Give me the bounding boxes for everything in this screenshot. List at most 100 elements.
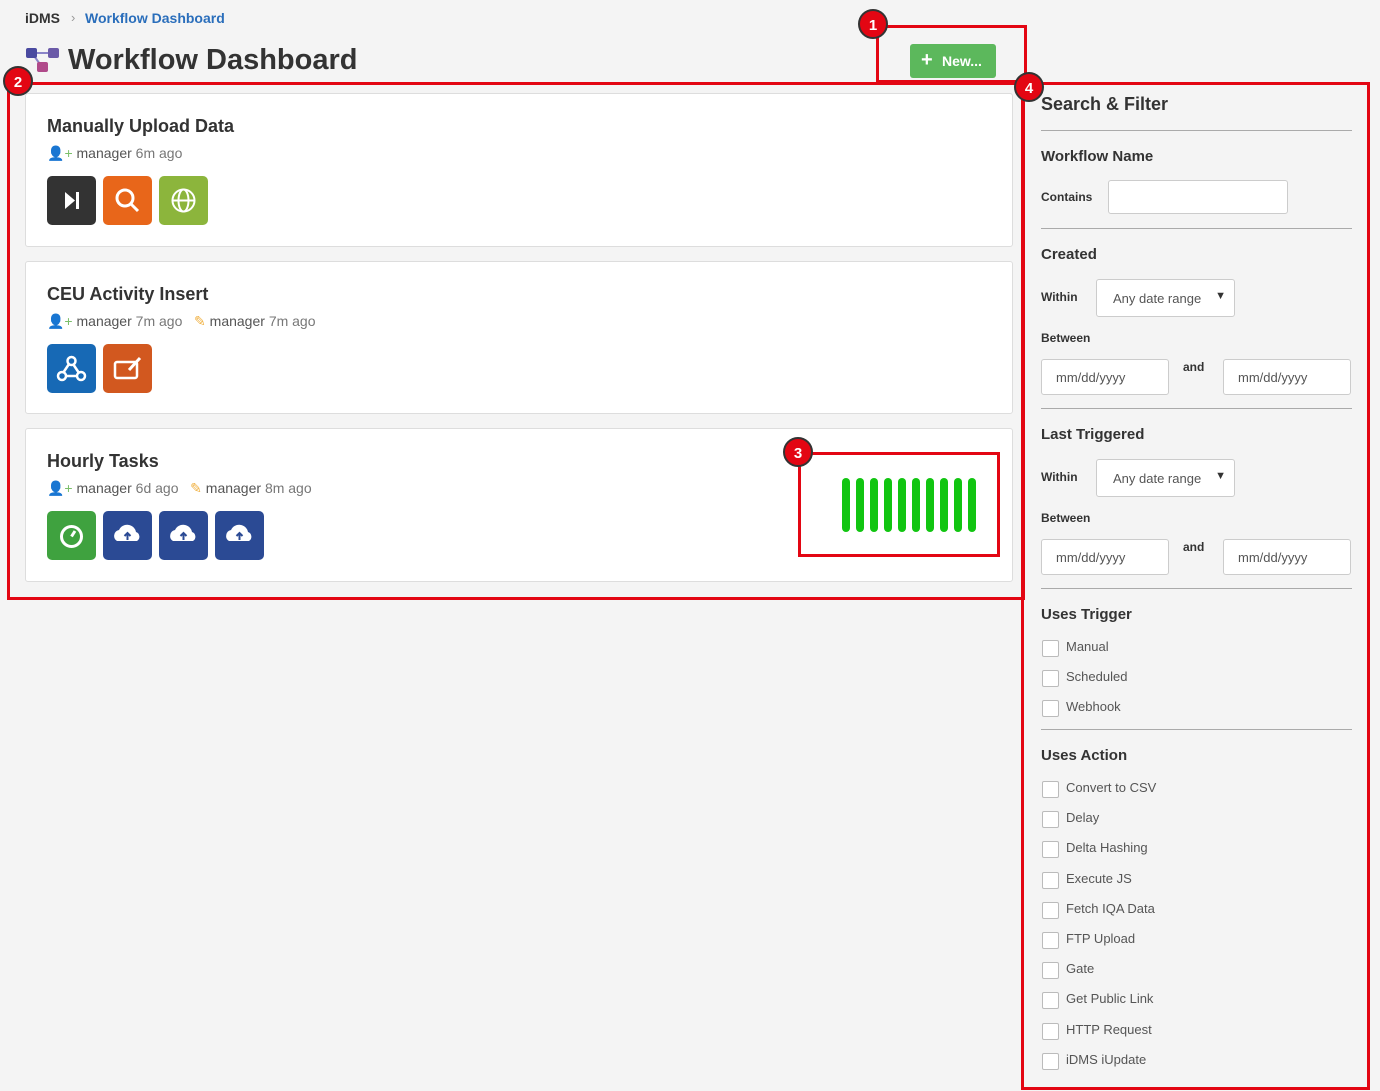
date-placeholder: mm/dd/yyyy (1056, 550, 1126, 565)
step-icon (159, 176, 208, 225)
checkbox[interactable] (1042, 781, 1059, 798)
new-button-label: New... (942, 53, 982, 69)
annotation-box (876, 25, 1027, 83)
date-input[interactable]: mm/dd/yyyy (1041, 359, 1169, 395)
annotation-badge: 1 (858, 9, 888, 39)
field-label: Contains (1041, 190, 1093, 204)
step-icon (103, 511, 152, 560)
checkbox[interactable] (1042, 871, 1059, 889)
checkbox-label[interactable]: HTTP Request (1066, 1021, 1152, 1037)
workflow-card[interactable]: CEU Activity Insert 👤+ manager 7m ago ✎ … (25, 261, 1013, 414)
checkbox-label[interactable]: Manual (1066, 639, 1109, 654)
creator: manager (76, 313, 132, 329)
divider (1041, 729, 1352, 730)
checkbox-label[interactable]: Execute JS (1066, 870, 1132, 886)
step-icon (103, 176, 152, 225)
workflow-meta: 👤+ manager 6m ago (47, 145, 183, 161)
checkbox-label[interactable]: Fetch IQA Data (1066, 900, 1155, 916)
field-label: Within (1041, 470, 1078, 484)
divider (1041, 408, 1352, 409)
date-input[interactable]: mm/dd/yyyy (1223, 539, 1351, 575)
checkbox-label[interactable]: Scheduled (1066, 669, 1128, 684)
step-icon (47, 176, 96, 225)
created-time: 6d ago (135, 480, 179, 496)
checkbox[interactable] (1042, 901, 1059, 919)
checkbox-label[interactable]: Delay (1066, 810, 1100, 826)
run-history (842, 478, 976, 532)
field-label: and (1183, 360, 1205, 374)
date-range-select[interactable]: Any date range ▼ (1096, 459, 1235, 497)
field-label: and (1183, 540, 1205, 554)
checkbox[interactable] (1042, 1022, 1059, 1040)
created-time: 7m ago (135, 313, 183, 329)
date-placeholder: mm/dd/yyyy (1056, 370, 1126, 385)
annotation-box (1021, 82, 1370, 1090)
modifier: manager (205, 480, 262, 496)
date-input[interactable]: mm/dd/yyyy (1223, 359, 1351, 395)
page-title: Workflow Dashboard (68, 44, 358, 76)
checkbox[interactable] (1042, 811, 1059, 829)
modified-time: 8m ago (264, 480, 312, 496)
checkbox[interactable] (1042, 700, 1059, 717)
new-button[interactable]: + New... (910, 44, 996, 78)
breadcrumb-current[interactable]: Workflow Dashboard (85, 10, 225, 26)
section-heading: Created (1041, 246, 1097, 263)
section-heading: Workflow Name (1041, 148, 1154, 165)
section-heading: Last Triggered (1041, 426, 1145, 443)
checkbox-label[interactable]: FTP Upload (1066, 931, 1136, 946)
breadcrumb-separator: › (71, 10, 76, 25)
field-label: Between (1041, 511, 1091, 525)
date-range-select[interactable]: Any date range ▼ (1096, 279, 1235, 317)
workflow-card[interactable]: Manually Upload Data 👤+ manager 6m ago (25, 93, 1013, 247)
annotation-box (798, 452, 1000, 557)
workflow-name: Hourly Tasks (47, 451, 159, 471)
section-heading: Uses Trigger (1041, 606, 1132, 623)
section-heading: Uses Action (1041, 747, 1128, 764)
select-value: Any date range (1113, 471, 1202, 486)
step-icon (215, 511, 264, 560)
checkbox-label[interactable]: Get Public Link (1066, 991, 1154, 1007)
annotation-badge: 2 (3, 66, 33, 96)
workflow-meta: 👤+ manager 7m ago ✎ manager 7m ago (47, 313, 316, 329)
creator: manager (76, 480, 132, 496)
checkbox[interactable] (1042, 670, 1059, 687)
step-icon (47, 344, 96, 393)
date-placeholder: mm/dd/yyyy (1238, 550, 1308, 565)
checkbox[interactable] (1042, 962, 1059, 980)
workflow-meta: 👤+ manager 6d ago ✎ manager 8m ago (47, 480, 312, 496)
modifier: manager (209, 313, 265, 329)
checkbox[interactable] (1042, 841, 1059, 859)
name-input[interactable] (1108, 180, 1288, 214)
workflow-name: CEU Activity Insert (47, 284, 209, 304)
filter-title: Search & Filter (1041, 94, 1169, 114)
field-label: Within (1041, 290, 1078, 304)
field-label: Between (1041, 331, 1091, 345)
checkbox[interactable] (1042, 932, 1059, 949)
checkbox-label[interactable]: Convert to CSV (1066, 780, 1157, 795)
checkbox-label[interactable]: Webhook (1066, 699, 1121, 714)
breadcrumb-root[interactable]: iDMS (25, 10, 60, 26)
modified-time: 7m ago (268, 313, 316, 329)
divider (1041, 588, 1352, 589)
title-icon (26, 48, 59, 72)
date-placeholder: mm/dd/yyyy (1238, 370, 1308, 385)
checkbox[interactable] (1042, 1052, 1059, 1070)
date-input[interactable]: mm/dd/yyyy (1041, 539, 1169, 575)
checkbox-label[interactable]: Delta Hashing (1066, 840, 1148, 856)
plus-icon: + (921, 49, 933, 71)
step-icon (103, 344, 152, 393)
checkbox[interactable] (1042, 640, 1059, 657)
created-time: 6m ago (135, 145, 183, 161)
step-icon (159, 511, 208, 560)
checkbox-label[interactable]: Gate (1066, 961, 1095, 977)
creator: manager (76, 145, 132, 161)
workflow-name: Manually Upload Data (47, 116, 235, 136)
divider (1041, 130, 1352, 131)
checkbox-label[interactable]: iDMS iUpdate (1066, 1051, 1147, 1067)
step-icon (47, 511, 96, 560)
annotation-badge: 3 (783, 437, 813, 467)
annotation-badge: 4 (1014, 72, 1044, 102)
checkbox[interactable] (1042, 992, 1059, 1010)
divider (1041, 228, 1352, 229)
